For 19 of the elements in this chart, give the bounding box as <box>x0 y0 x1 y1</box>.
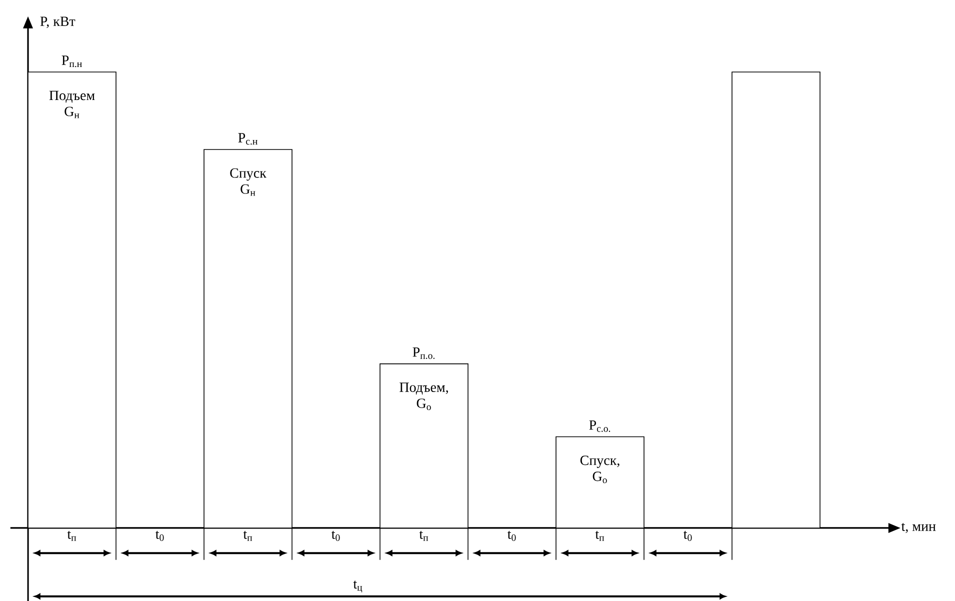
x-tick-label: t$_{0}$ <box>156 530 164 541</box>
annotation: Спуск, G$_{o}$ <box>580 456 620 484</box>
annotation: P$_{с.о.}$ <box>589 420 610 432</box>
x-tick-label: t$_{п}$ <box>595 530 604 541</box>
annotation: P$_{п.о.}$ <box>412 347 435 359</box>
x-tick-label: t$_{0}$ <box>332 530 340 541</box>
y-axis-title: P, кВт <box>40 16 76 28</box>
annotation: P$_{с.н}$ <box>238 133 258 145</box>
text: P$_{п.н}$ <box>62 56 82 68</box>
x-tick-label: t$_{п}$ <box>243 530 252 541</box>
annotation: Подъем, G$_{o}$ <box>400 382 448 410</box>
x-tick-label: t$_{0}$ <box>684 530 692 541</box>
annotation: Спуск G$_{н}$ <box>230 168 266 196</box>
x-tick-label: t$_{п}$ <box>419 530 428 541</box>
annotation: Подъем G$_{н}$ <box>49 90 95 118</box>
x-tick-label: t$_{п}$ <box>67 530 76 541</box>
x-axis-title: t, мин <box>901 522 936 533</box>
text: t$_{ц}$ <box>353 580 362 593</box>
x-tick-label: t$_{0}$ <box>508 530 516 541</box>
